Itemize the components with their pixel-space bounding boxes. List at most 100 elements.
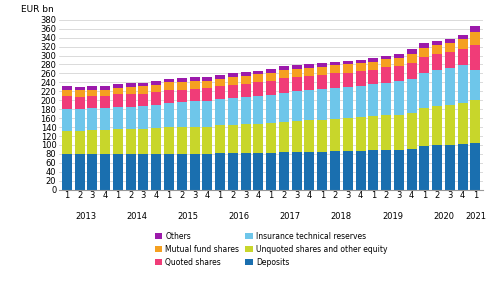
Bar — [292, 121, 302, 152]
Bar — [164, 154, 174, 190]
Text: 2015: 2015 — [177, 212, 199, 222]
Bar — [126, 106, 136, 129]
Bar — [113, 129, 123, 154]
Bar — [343, 61, 353, 65]
Bar — [381, 115, 391, 150]
Bar — [279, 70, 289, 78]
Bar — [305, 65, 315, 68]
Bar — [317, 152, 327, 190]
Text: 2020: 2020 — [433, 212, 454, 222]
Bar — [215, 75, 225, 79]
Bar — [100, 108, 110, 130]
Bar — [241, 72, 250, 76]
Bar — [164, 82, 174, 90]
Bar — [189, 77, 200, 81]
Bar — [189, 81, 200, 89]
Bar — [164, 103, 174, 127]
Bar — [305, 91, 315, 120]
Bar — [407, 149, 417, 190]
Bar — [62, 109, 72, 131]
Bar — [343, 118, 353, 151]
Bar — [126, 129, 136, 154]
Bar — [177, 154, 187, 190]
Bar — [215, 79, 225, 86]
Bar — [394, 114, 404, 150]
Bar — [266, 69, 276, 73]
Bar — [266, 95, 276, 123]
Bar — [177, 90, 187, 102]
Bar — [394, 81, 404, 114]
Bar — [343, 73, 353, 87]
Bar — [164, 79, 174, 82]
Bar — [189, 101, 200, 127]
Bar — [266, 123, 276, 153]
Bar — [113, 88, 123, 95]
Bar — [292, 77, 302, 91]
Bar — [74, 91, 85, 97]
Bar — [177, 78, 187, 82]
Bar — [420, 108, 429, 146]
Bar — [177, 82, 187, 90]
Bar — [164, 127, 174, 154]
Bar — [202, 77, 212, 80]
Bar — [228, 73, 238, 77]
Bar — [241, 153, 250, 190]
Bar — [305, 152, 315, 190]
Bar — [253, 82, 263, 96]
Bar — [355, 60, 365, 63]
Bar — [266, 153, 276, 190]
Legend: Others, Mutual fund shares, Quoted shares, Insurance technical reserves, Unquote: Others, Mutual fund shares, Quoted share… — [155, 232, 387, 267]
Bar — [381, 150, 391, 190]
Bar — [253, 96, 263, 124]
Bar — [445, 43, 455, 52]
Bar — [62, 154, 72, 190]
Bar — [177, 102, 187, 127]
Bar — [432, 41, 442, 45]
Bar — [381, 59, 391, 67]
Bar — [139, 86, 148, 94]
Bar — [458, 144, 468, 190]
Bar — [279, 93, 289, 122]
Bar — [470, 27, 481, 32]
Bar — [100, 86, 110, 90]
Bar — [177, 127, 187, 154]
Bar — [343, 87, 353, 118]
Bar — [100, 96, 110, 108]
Bar — [202, 127, 212, 154]
Bar — [100, 130, 110, 154]
Bar — [407, 63, 417, 79]
Bar — [253, 71, 263, 74]
Text: 2017: 2017 — [280, 212, 301, 222]
Bar — [420, 73, 429, 108]
Bar — [368, 58, 378, 62]
Text: 2016: 2016 — [229, 212, 250, 222]
Bar — [355, 151, 365, 190]
Bar — [305, 68, 315, 76]
Bar — [292, 91, 302, 121]
Bar — [126, 94, 136, 106]
Bar — [74, 97, 85, 109]
Bar — [151, 105, 161, 129]
Bar — [432, 145, 442, 190]
Bar — [445, 105, 455, 145]
Bar — [215, 86, 225, 99]
Bar — [445, 145, 455, 190]
Text: 2018: 2018 — [331, 212, 352, 222]
Bar — [266, 73, 276, 80]
Bar — [432, 54, 442, 70]
Bar — [139, 106, 148, 129]
Bar — [228, 153, 238, 190]
Bar — [151, 129, 161, 154]
Bar — [228, 125, 238, 153]
Bar — [330, 88, 340, 119]
Bar — [266, 80, 276, 95]
Bar — [253, 153, 263, 190]
Bar — [100, 154, 110, 190]
Bar — [407, 79, 417, 113]
Bar — [139, 94, 148, 106]
Bar — [74, 131, 85, 154]
Bar — [343, 65, 353, 73]
Bar — [470, 32, 481, 45]
Bar — [458, 39, 468, 49]
Bar — [445, 52, 455, 68]
